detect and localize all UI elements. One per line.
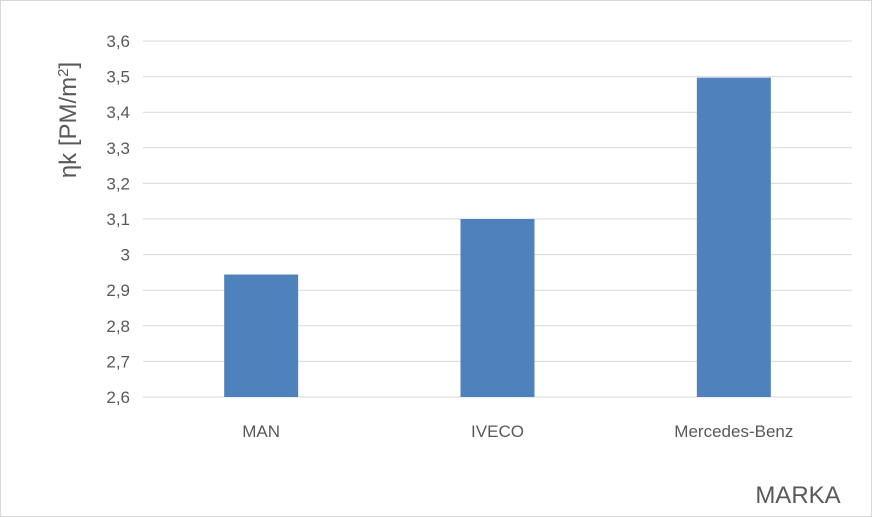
y-tick-label: 3,6: [106, 32, 130, 51]
x-category-label: MAN: [242, 422, 280, 441]
bar-iveco: [460, 219, 535, 397]
y-tick-label: 3,1: [106, 210, 130, 229]
y-tick-label: 3,2: [106, 174, 130, 193]
y-axis-title-sup: 2: [55, 68, 72, 76]
y-tick-label: 2,6: [106, 388, 130, 407]
y-tick-label: 3: [121, 246, 130, 265]
y-axis-title-close: ]: [55, 62, 82, 69]
y-axis-title: ηk [PM/m2]: [55, 62, 83, 178]
y-axis-title-main: ηk [PM/m: [55, 77, 82, 178]
y-tick-label: 3,5: [106, 68, 130, 87]
bar-man: [224, 274, 299, 397]
y-tick-label: 3,3: [106, 139, 130, 158]
x-category-label: IVECO: [471, 422, 524, 441]
x-category-label: Mercedes-Benz: [674, 422, 793, 441]
y-tick-label: 3,4: [106, 103, 130, 122]
x-category-labels: MAN IVECO Mercedes-Benz: [242, 422, 793, 441]
x-axis-title: MARKA: [755, 482, 840, 509]
bar-mercedes-benz: [696, 77, 771, 397]
y-tick-label: 2,8: [106, 317, 130, 336]
y-tick-labels: 2,6 2,7 2,8 2,9 3 3,1 3,2 3,3 3,4 3,5 3,6: [106, 32, 130, 407]
y-tick-label: 2,7: [106, 352, 130, 371]
y-tick-label: 2,9: [106, 281, 130, 300]
bars: [224, 77, 771, 397]
